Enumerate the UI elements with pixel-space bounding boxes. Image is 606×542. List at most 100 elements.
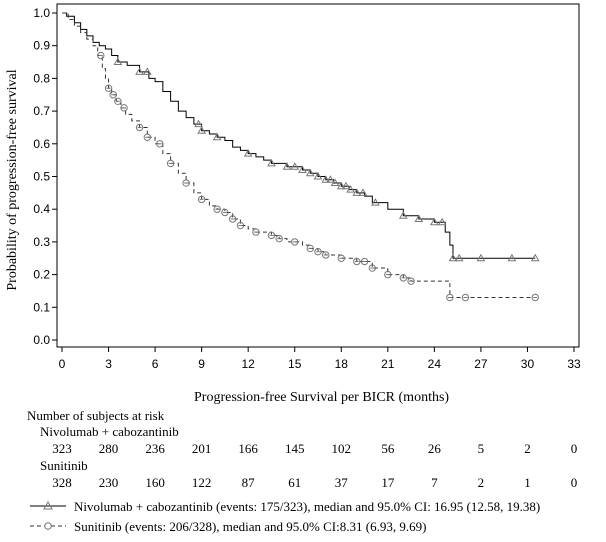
censor-marker-circle	[322, 251, 330, 259]
at-risk-group-1-name: Nivolumab + cabozantinib	[40, 424, 179, 439]
at-risk-count: 145	[284, 441, 305, 456]
at-risk-count: 87	[241, 475, 255, 490]
censor-marker-triangle	[135, 67, 144, 75]
x-tick-label: 30	[521, 357, 535, 371]
at-risk-count: 0	[570, 441, 578, 456]
censor-marker-circle	[97, 51, 105, 60]
censor-marker-triangle	[197, 126, 207, 134]
y-tick-label: 0.5	[33, 170, 50, 184]
censor-marker-circle	[104, 84, 113, 92]
at-risk-count: 26	[427, 441, 441, 456]
y-tick-label: 0.9	[33, 39, 50, 53]
censor-marker-circle	[461, 293, 470, 302]
x-tick-label: 3	[105, 357, 112, 371]
censor-marker-triangle	[313, 172, 323, 180]
at-risk-count: 236	[145, 441, 165, 456]
at-risk-title: Number of subjects at risk	[27, 408, 165, 423]
legend-entry-sunitinib: Sunitinib (events: 206/328), median and …	[74, 519, 427, 534]
censor-marker-triangle	[113, 57, 123, 66]
censor-marker-triangle	[507, 253, 517, 262]
censor-marker-triangle	[414, 214, 424, 223]
at-risk-count: 166	[238, 441, 258, 456]
at-risk-count: 1	[524, 475, 531, 490]
y-tick-label: 0.0	[33, 333, 50, 347]
censor-marker-triangle	[330, 178, 340, 187]
censor-marker-circle	[360, 257, 369, 266]
censor-marker-triangle	[341, 181, 351, 190]
censor-marker-circle	[399, 274, 408, 282]
at-risk-count: 2	[524, 441, 531, 456]
x-tick-label: 27	[474, 357, 488, 371]
censor-marker-triangle	[352, 188, 362, 196]
censor-marker-triangle	[371, 198, 380, 206]
x-tick-label: 12	[242, 357, 256, 371]
series-line-nivolumab	[62, 12, 536, 259]
censor-marker-triangle	[346, 185, 355, 193]
censor-marker-circle	[228, 215, 237, 223]
y-tick-label: 0.3	[33, 235, 50, 249]
censor-marker-triangle	[398, 211, 408, 219]
plot-frame	[56, 3, 580, 348]
censor-marker-triangle	[476, 253, 486, 262]
y-tick-label: 0.8	[33, 71, 50, 85]
censor-marker-circle	[267, 231, 276, 240]
censor-marker-circle	[114, 97, 122, 105]
censor-marker-triangle	[530, 253, 540, 262]
legend-entry-nivolumab: Nivolumab + cabozantinib (events: 175/32…	[74, 499, 541, 514]
at-risk-count: 328	[52, 475, 72, 490]
at-risk-count: 5	[477, 441, 485, 456]
censor-marker-triangle	[326, 175, 335, 183]
censor-marker-circle	[221, 208, 229, 217]
x-tick-label: 21	[381, 357, 395, 371]
censor-marker-triangle	[448, 253, 458, 262]
y-tick-label: 0.4	[33, 202, 50, 216]
censor-marker-triangle	[212, 132, 222, 141]
at-risk-group-2-name: Sunitinib	[40, 458, 88, 473]
censor-marker-circle	[368, 264, 377, 272]
axis-ticks: 0 3 6 9 12 15 18 21 24 27 30 33 0.0 0.1 0.2 0.3 0.4 0.5 0.…	[33, 6, 581, 371]
censor-marker-circle	[143, 133, 152, 141]
censor-marker-circle	[353, 257, 361, 266]
at-risk-count: 0	[570, 475, 578, 490]
at-risk-count: 56	[381, 441, 395, 456]
censor-marker-triangle	[142, 67, 152, 75]
censor-marker-triangle	[358, 188, 368, 196]
censor-marker-circle	[109, 91, 117, 99]
censor-marker-triangle	[454, 253, 464, 262]
legend	[30, 500, 66, 530]
censor-marks	[97, 51, 540, 302]
at-risk-count: 201	[191, 441, 212, 456]
censor-marker-triangle	[290, 162, 300, 170]
x-tick-label: 18	[335, 357, 349, 371]
censor-marker-circle	[166, 159, 175, 168]
survival-curves	[62, 12, 536, 298]
censor-marker-circle	[236, 221, 245, 230]
at-risk-count: 160	[145, 475, 165, 490]
at-risk-count: 102	[331, 441, 352, 456]
y-tick-label: 0.6	[33, 137, 50, 151]
censor-marker-circle	[446, 293, 454, 302]
at-risk-count: 61	[288, 475, 302, 490]
censor-marker-triangle	[321, 175, 331, 183]
x-tick-label: 0	[59, 357, 66, 371]
censor-marker-circle	[135, 123, 144, 132]
censor-marker-triangle	[336, 181, 346, 190]
censor-marker-triangle	[305, 168, 315, 177]
series-line-sunitinib	[62, 12, 536, 298]
censor-marker-triangle	[437, 217, 447, 226]
censor-marker-circle	[531, 293, 539, 302]
censor-marker-circle	[213, 205, 221, 213]
censor-marker-circle	[306, 244, 314, 253]
censor-marker-circle	[291, 238, 299, 246]
censor-marker-circle	[314, 248, 322, 256]
y-axis-label: Probability of progression-free survival	[5, 69, 20, 290]
x-tick-label: 9	[198, 357, 205, 371]
y-tick-label: 0.1	[33, 300, 50, 314]
y-tick-label: 0.2	[33, 268, 50, 282]
y-tick-label: 0.7	[33, 104, 50, 118]
x-tick-label: 24	[428, 357, 442, 371]
at-risk-count: 230	[98, 475, 119, 490]
at-risk-count: 323	[52, 441, 72, 456]
censor-marker-triangle	[243, 149, 253, 157]
y-tick-label: 1.0	[33, 6, 50, 20]
